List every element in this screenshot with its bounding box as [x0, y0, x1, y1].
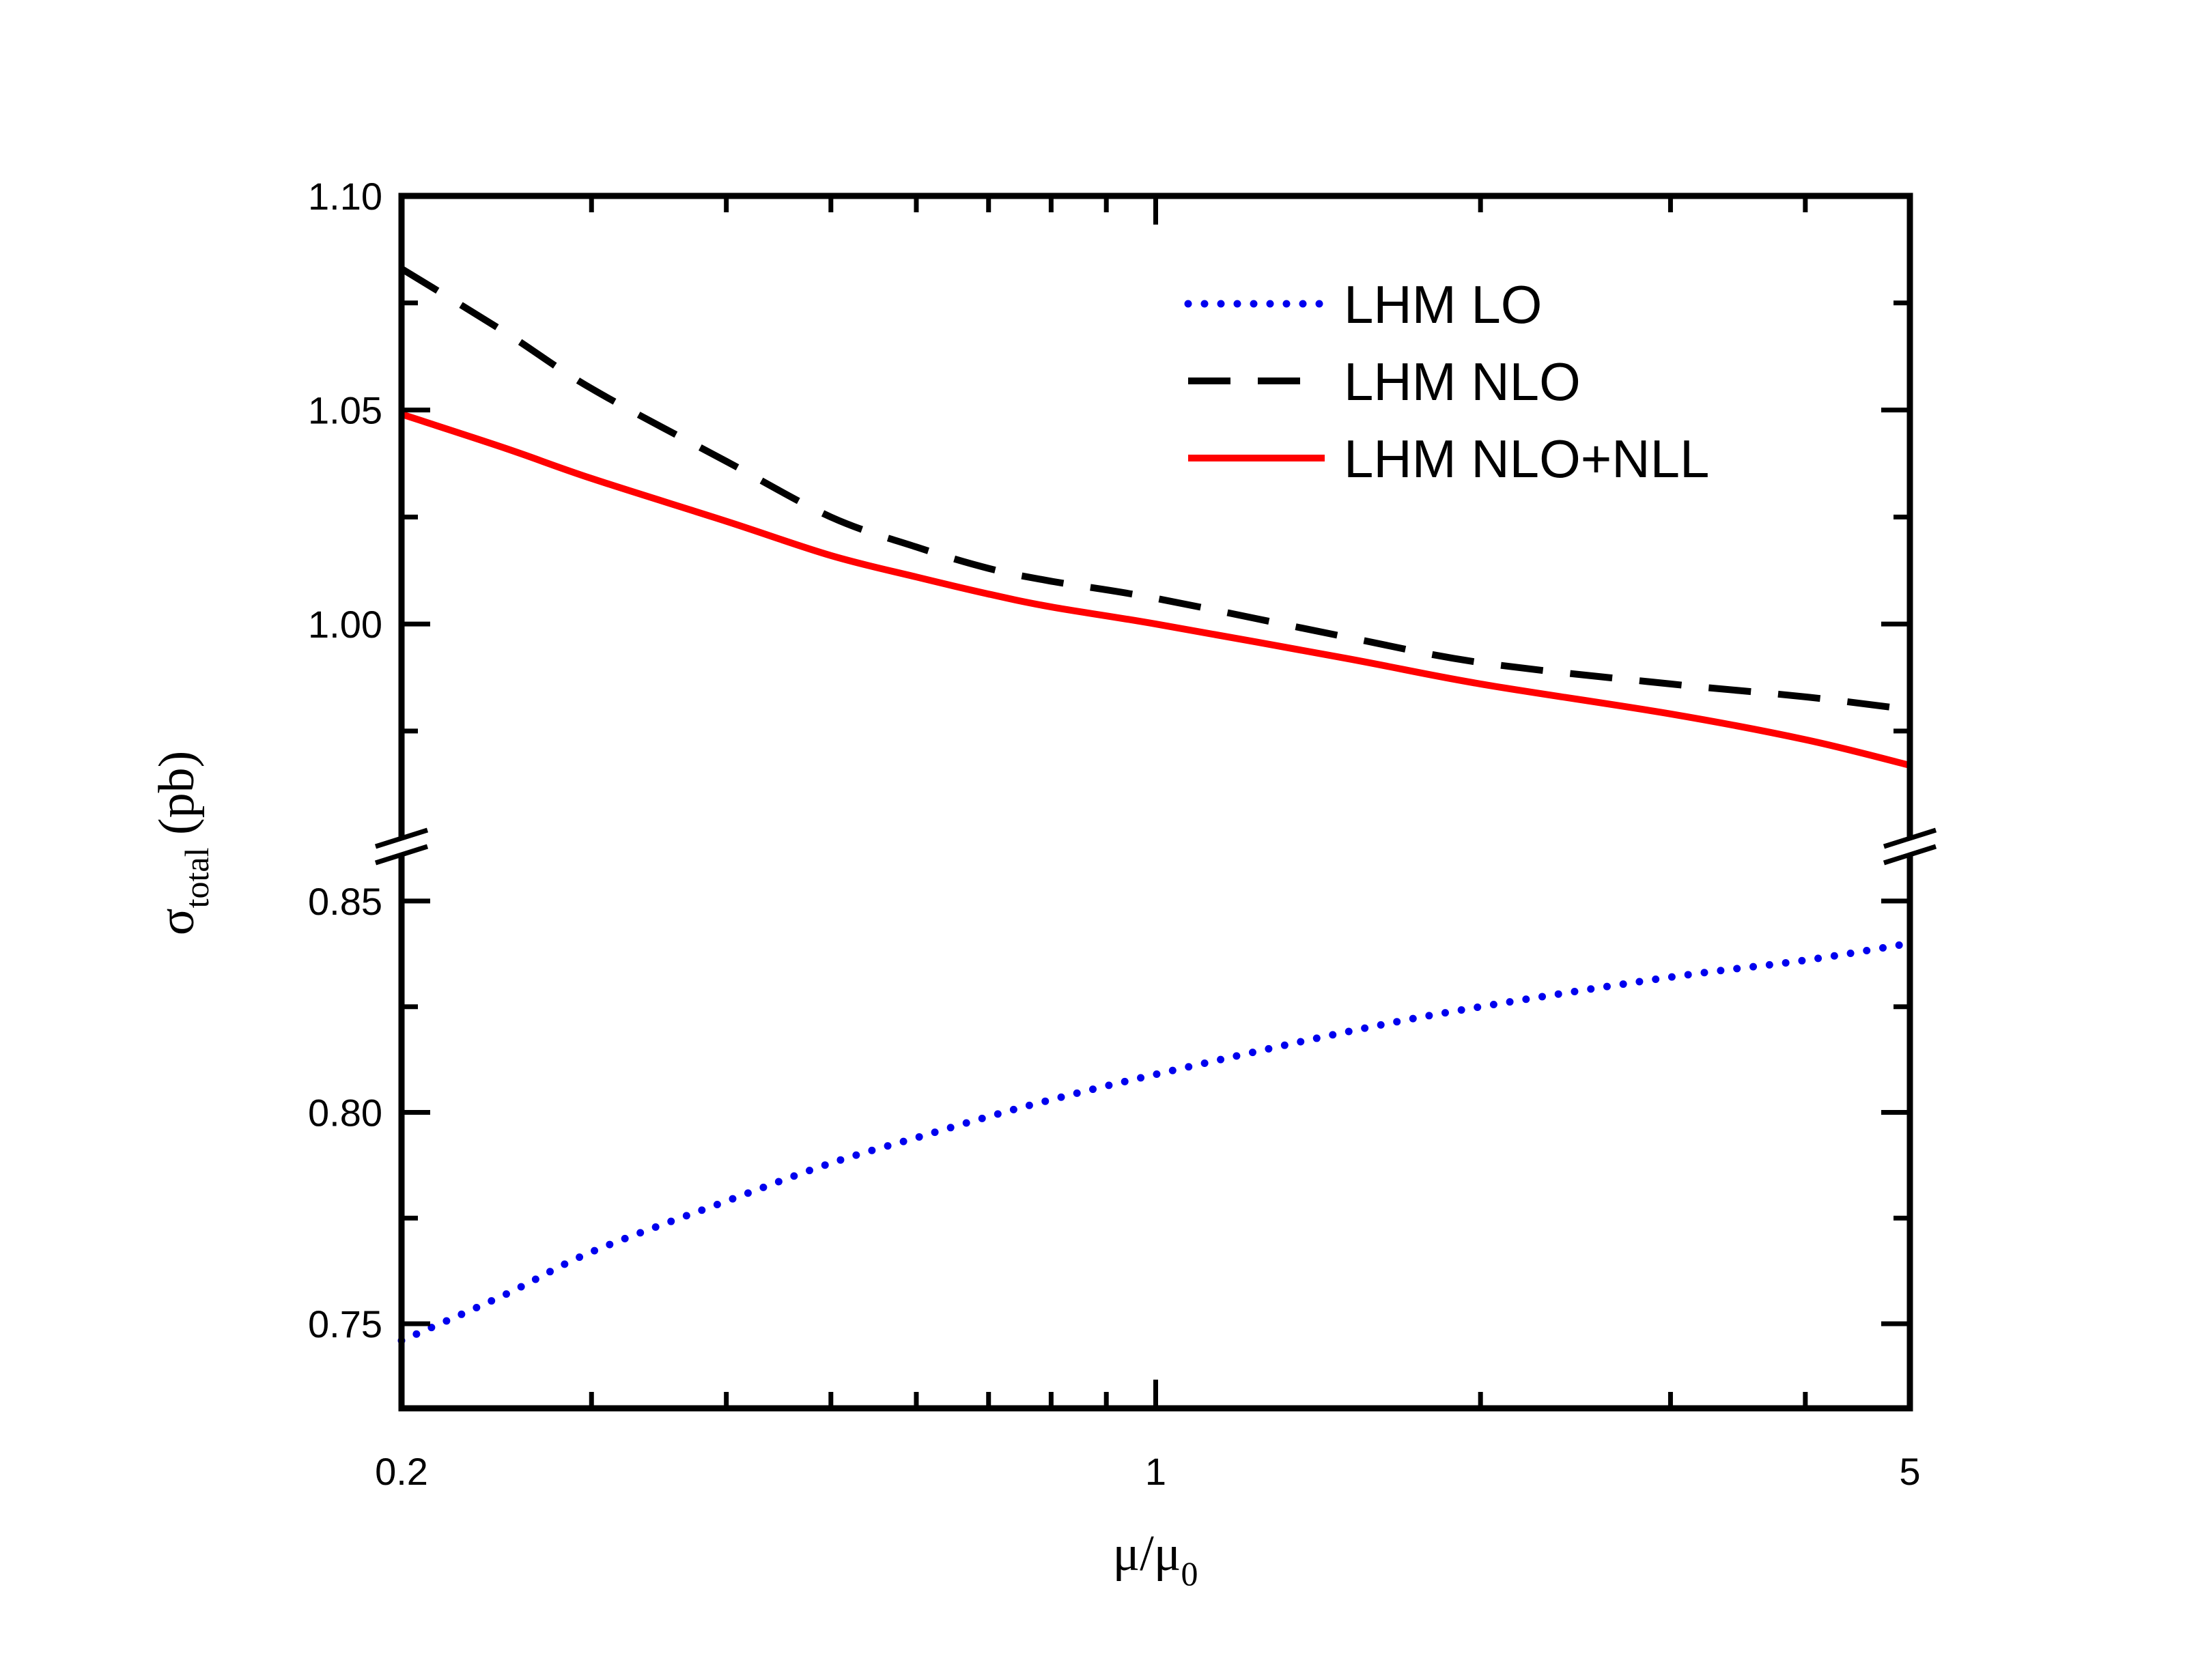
axis-break-right-2	[1883, 844, 1937, 866]
axis-break-left-2	[374, 844, 429, 866]
y-tick-label: 0.85	[308, 880, 382, 923]
x-tick-label: 5	[1899, 1450, 1920, 1493]
y-axis-title-main: σ	[149, 908, 205, 935]
axis-break-left-1	[374, 827, 429, 849]
series-layer	[397, 266, 1914, 1345]
x-tick-label: 0.2	[375, 1450, 428, 1493]
plot-frame	[374, 193, 1937, 1412]
x-tick-label: 1	[1145, 1450, 1166, 1493]
x-axis-title-sub: 0	[1181, 1554, 1198, 1593]
x-axis-title: μ/μ0	[1113, 1526, 1198, 1593]
y-tick-label: 1.10	[308, 175, 382, 218]
legend-label-lhm-nlo-nll: LHM NLO+NLL	[1344, 429, 1709, 489]
y-axis-title-unit: (pb)	[149, 751, 205, 848]
series-line-lhm-lo	[397, 939, 1914, 1345]
y-tick-label: 0.75	[308, 1302, 382, 1346]
series-line-lhm-nlo-nll	[400, 411, 1911, 769]
series-line-lhm-nlo	[399, 266, 1911, 713]
ticks-layer: 0.75 0.80 0.85 1.00 1.05 1.10 0.2 1 5	[308, 175, 1921, 1493]
legend: LHM LO LHM NLO LHM NLO+NLL	[1184, 274, 1709, 489]
legend-label-lhm-nlo: LHM NLO	[1344, 352, 1581, 412]
legend-label-lhm-lo: LHM LO	[1344, 274, 1542, 334]
x-axis-title-main: μ/μ	[1113, 1526, 1181, 1582]
y-axis-title: σtotal (pb)	[149, 751, 216, 936]
y-tick-label: 1.05	[308, 389, 382, 432]
y-tick-label: 0.80	[308, 1092, 382, 1135]
axis-break-right-1	[1883, 827, 1937, 849]
y-axis-title-sub: total	[178, 848, 216, 909]
y-tick-label: 1.00	[308, 603, 382, 646]
